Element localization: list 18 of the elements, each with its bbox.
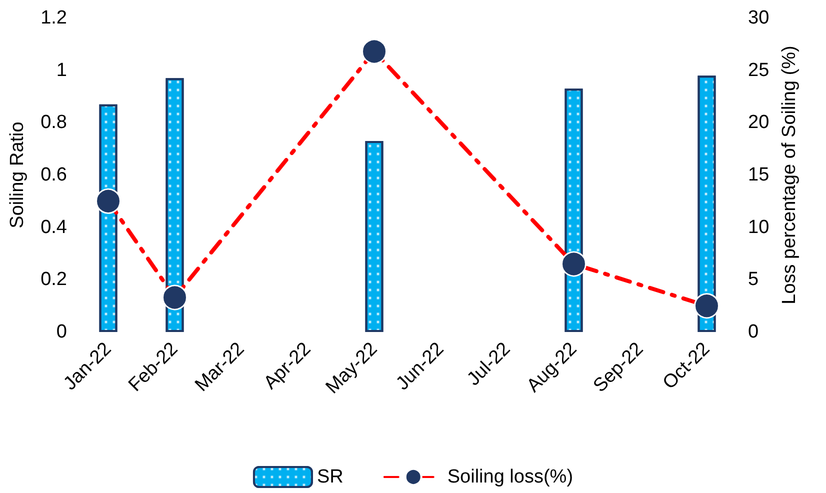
y-tick-label: 0.8: [40, 112, 67, 134]
y2-tick-label: 30: [748, 8, 770, 28]
y-tick-label: 0.2: [40, 269, 67, 290]
y2-tick-label: 20: [748, 112, 770, 134]
legend-label: Soiling loss(%): [447, 466, 574, 488]
y2-axis-title: Loss percentage of Soiling (%): [779, 46, 800, 304]
y2-tick-label: 5: [748, 269, 759, 290]
y2-tick-label: 0: [748, 322, 759, 342]
y-axis-title: Soiling Ratio: [7, 122, 28, 228]
y-tick-label: 0: [56, 322, 67, 342]
y-tick-label: 1.2: [40, 8, 67, 28]
y-tick-label: 0.4: [40, 216, 68, 238]
y2-tick-label: 10: [748, 216, 770, 238]
y2-tick-label: 25: [748, 60, 770, 81]
y2-tick-label: 15: [748, 164, 770, 186]
y-tick-label: 1: [56, 60, 67, 81]
y-tick-label: 0.6: [40, 164, 67, 186]
legend-label: SR: [316, 466, 344, 488]
